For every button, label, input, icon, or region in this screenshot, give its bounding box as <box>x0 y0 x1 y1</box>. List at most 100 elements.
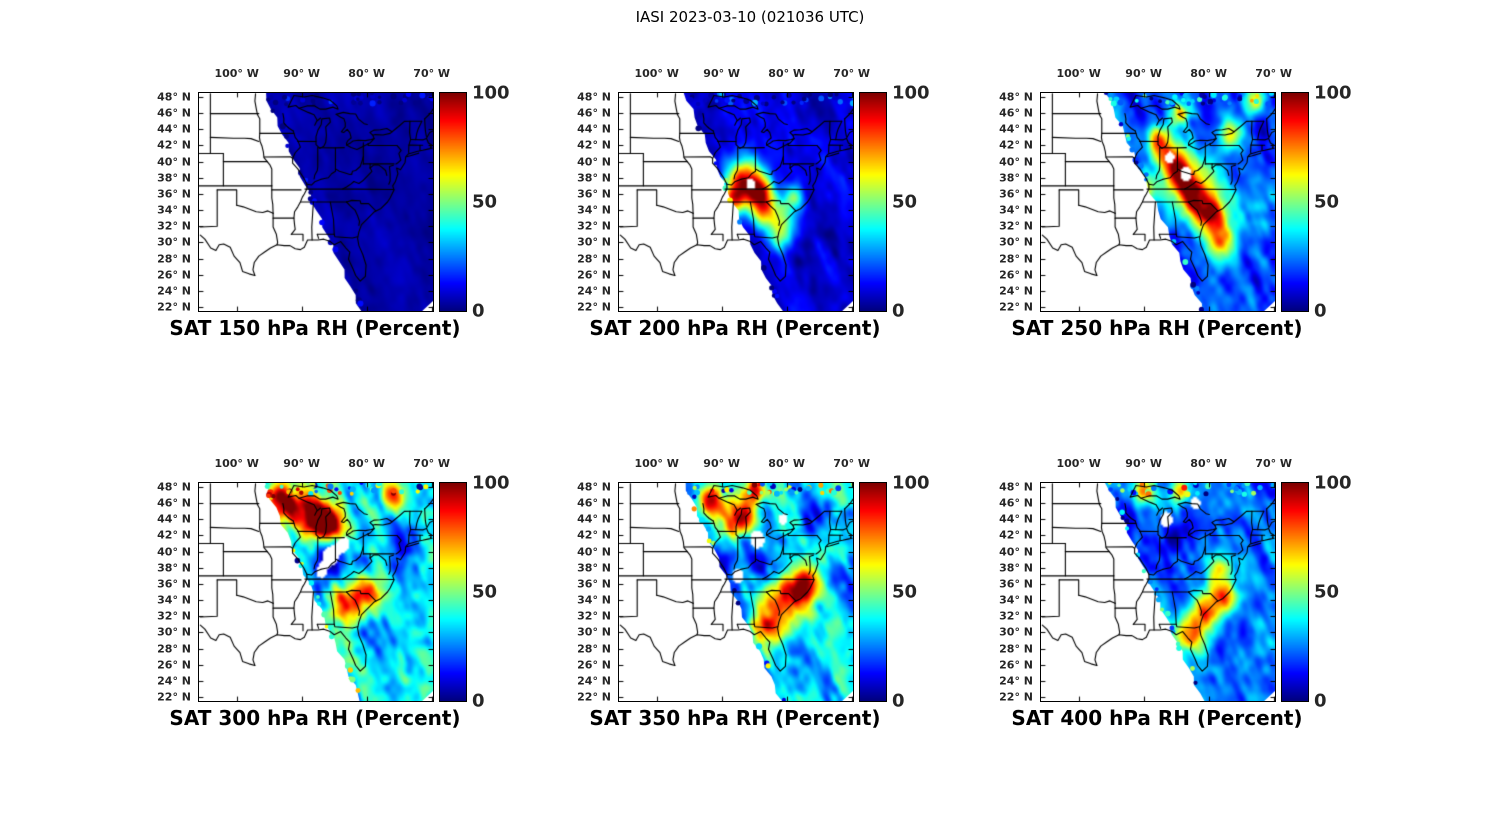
map-canvas <box>198 482 434 702</box>
lat-tick-label: 34° N <box>999 593 1033 607</box>
lat-tick-label: 32° N <box>577 219 611 233</box>
lon-tick-label: 100° W <box>1056 67 1101 80</box>
lon-tick-label: 70° W <box>833 67 871 80</box>
panel-title: SAT 150 hPa RH (Percent) <box>169 316 461 340</box>
lat-tick-label: 32° N <box>577 609 611 623</box>
colorbar-tick-label: 50 <box>892 581 918 603</box>
lat-tick-label: 26° N <box>999 658 1033 672</box>
lat-tick-label: 24° N <box>157 674 191 688</box>
lat-tick-label: 38° N <box>157 561 191 575</box>
lat-tick-label: 34° N <box>577 593 611 607</box>
lat-tick-label: 22° N <box>157 300 191 314</box>
lon-tick-label: 100° W <box>214 67 259 80</box>
panel-300-hpa: 100° W 90° W 80° W 70° W 48° N 46° N 44° N 42°… <box>128 442 548 752</box>
lat-tick-label: 40° N <box>157 545 191 559</box>
colorbar-tick-label: 50 <box>472 191 498 213</box>
lon-tick-label: 90° W <box>1125 457 1163 470</box>
lat-tick-label: 40° N <box>157 155 191 169</box>
panel-title: SAT 250 hPa RH (Percent) <box>1011 316 1303 340</box>
lat-tick-label: 32° N <box>157 219 191 233</box>
lon-axis: 100° W 90° W 80° W 70° W <box>619 64 870 82</box>
colorbar-tick-label: 100 <box>1314 472 1352 494</box>
lon-tick-label: 70° W <box>413 457 451 470</box>
colorbar-canvas <box>859 92 887 312</box>
panel-200-hpa: 100° W 90° W 80° W 70° W 48° N 46° N 44° N 42°… <box>548 52 968 362</box>
colorbar-tick-label: 50 <box>892 191 918 213</box>
lat-tick-label: 30° N <box>999 235 1033 249</box>
panel-400-hpa: 100° W 90° W 80° W 70° W 48° N 46° N 44° N 42°… <box>970 442 1390 752</box>
lat-tick-label: 24° N <box>999 674 1033 688</box>
lon-tick-label: 70° W <box>1255 67 1293 80</box>
lon-tick-label: 70° W <box>833 457 871 470</box>
lat-tick-label: 40° N <box>999 545 1033 559</box>
lat-tick-label: 36° N <box>577 187 611 201</box>
colorbar-tick-label: 100 <box>1314 82 1352 104</box>
lat-tick-label: 32° N <box>157 609 191 623</box>
panel-title: SAT 300 hPa RH (Percent) <box>169 706 461 730</box>
colorbar-axis: 100 50 0 <box>472 83 532 322</box>
map-canvas <box>1040 482 1276 702</box>
panel-title: SAT 200 hPa RH (Percent) <box>589 316 881 340</box>
lat-tick-label: 46° N <box>577 496 611 510</box>
lat-tick-label: 46° N <box>157 106 191 120</box>
lat-tick-label: 24° N <box>157 284 191 298</box>
lon-tick-label: 100° W <box>214 457 259 470</box>
map-canvas <box>618 482 854 702</box>
colorbar-axis: 100 50 0 <box>1314 473 1374 712</box>
lon-tick-label: 80° W <box>768 67 806 80</box>
colorbar-tick-label: 100 <box>472 82 510 104</box>
colorbar-tick-label: 100 <box>472 472 510 494</box>
lat-tick-label: 34° N <box>157 593 191 607</box>
map-canvas <box>198 92 434 312</box>
lat-tick-label: 44° N <box>577 512 611 526</box>
panel-title: SAT 350 hPa RH (Percent) <box>589 706 881 730</box>
colorbar-tick-label: 50 <box>472 581 498 603</box>
lat-tick-label: 46° N <box>157 496 191 510</box>
lat-tick-label: 42° N <box>577 528 611 542</box>
lon-tick-label: 90° W <box>703 457 741 470</box>
lat-tick-label: 36° N <box>999 577 1033 591</box>
colorbar-canvas <box>859 482 887 702</box>
lat-tick-label: 22° N <box>999 690 1033 704</box>
lon-tick-label: 90° W <box>703 67 741 80</box>
lat-tick-label: 28° N <box>577 642 611 656</box>
lat-tick-label: 48° N <box>999 90 1033 104</box>
lat-tick-label: 26° N <box>157 658 191 672</box>
lon-tick-label: 80° W <box>1190 67 1228 80</box>
lat-axis: 48° N 46° N 44° N 42° N 40° N 38° N 36° N 34° N… <box>128 91 194 314</box>
lat-tick-label: 42° N <box>999 138 1033 152</box>
panel-250-hpa: 100° W 90° W 80° W 70° W 48° N 46° N 44° N 42°… <box>970 52 1390 362</box>
lat-tick-label: 30° N <box>157 235 191 249</box>
lat-axis: 48° N 46° N 44° N 42° N 40° N 38° N 36° N 34° N… <box>970 480 1036 704</box>
colorbar-canvas <box>1281 482 1309 702</box>
lat-tick-label: 44° N <box>157 122 191 136</box>
lat-tick-label: 42° N <box>577 138 611 152</box>
lon-axis: 100° W 90° W 80° W 70° W <box>199 454 450 472</box>
lat-tick-label: 26° N <box>157 268 191 282</box>
lat-tick-label: 26° N <box>999 268 1033 282</box>
colorbar-axis: 100 50 0 <box>1314 83 1374 322</box>
lon-tick-label: 90° W <box>283 67 321 80</box>
lat-tick-label: 42° N <box>999 528 1033 542</box>
lat-tick-label: 42° N <box>157 528 191 542</box>
colorbar-canvas <box>439 92 467 312</box>
lat-tick-label: 48° N <box>577 480 611 494</box>
lat-tick-label: 48° N <box>999 480 1033 494</box>
lon-tick-label: 70° W <box>413 67 451 80</box>
lat-tick-label: 46° N <box>577 106 611 120</box>
colorbar-tick-label: 0 <box>892 300 905 322</box>
lon-tick-label: 80° W <box>348 457 386 470</box>
lat-tick-label: 44° N <box>999 122 1033 136</box>
lat-tick-label: 36° N <box>577 577 611 591</box>
lat-tick-label: 32° N <box>999 219 1033 233</box>
lat-tick-label: 38° N <box>577 171 611 185</box>
lat-tick-label: 22° N <box>999 300 1033 314</box>
lat-tick-label: 42° N <box>157 138 191 152</box>
colorbar-tick-label: 50 <box>1314 191 1340 213</box>
lon-tick-label: 80° W <box>348 67 386 80</box>
lat-tick-label: 34° N <box>577 203 611 217</box>
colorbar-canvas <box>439 482 467 702</box>
lat-tick-label: 40° N <box>999 155 1033 169</box>
lat-tick-label: 26° N <box>577 268 611 282</box>
